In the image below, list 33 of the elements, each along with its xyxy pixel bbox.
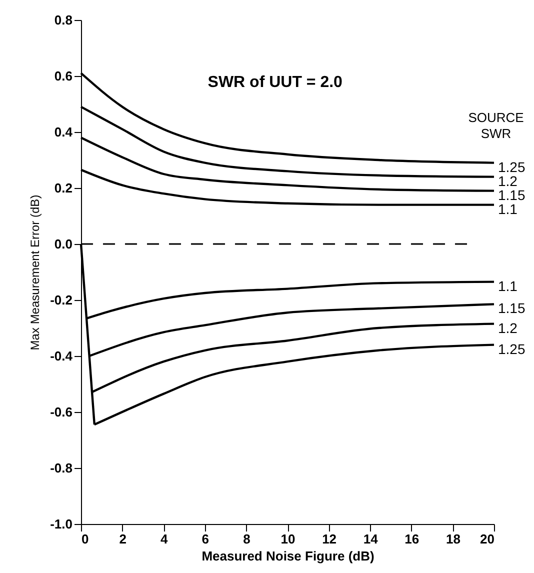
y-tick-label: -0.8 (50, 460, 72, 476)
y-tick-label: 0.0 (54, 236, 72, 252)
series-label: 1.2 (498, 320, 518, 336)
series-label: 1.1 (498, 278, 518, 294)
x-tick-label: 18 (446, 532, 460, 546)
x-tick-label: 12 (322, 532, 337, 546)
x-tick-label: 8 (243, 532, 250, 546)
y-tick-label: 0.6 (54, 68, 72, 84)
y-tick-label: 0.2 (54, 180, 72, 196)
y-tick-label: 0.8 (54, 12, 72, 28)
series-label: 1.15 (498, 300, 526, 316)
x-tick-label: 4 (160, 532, 168, 546)
x-tick-label: 2 (119, 532, 126, 546)
x-tick-label: 0 (82, 532, 89, 546)
series-label: 1.1 (498, 200, 518, 217)
y-axis-title: Max Measurement Error (dB) (28, 194, 42, 350)
y-tick-label: -0.4 (50, 348, 74, 364)
series-label: 1.25 (498, 158, 526, 175)
x-tick-label: 14 (363, 532, 379, 546)
annotation: SWR of UUT = 2.0 (208, 74, 343, 91)
legend-title: SOURCE SWR (468, 110, 524, 141)
x-tick-label: 10 (280, 532, 296, 546)
series-label: 1.2 (498, 172, 518, 189)
x-tick-label: 6 (202, 532, 210, 546)
x-axis-title: Measured Noise Figure (dB) (202, 548, 374, 564)
y-tick-label: -1.0 (50, 516, 72, 532)
y-tick-label: 0.4 (54, 124, 74, 140)
x-tick-label: 20 (480, 532, 494, 546)
y-tick-label: -0.2 (50, 292, 72, 308)
y-tick-label: -0.6 (50, 404, 72, 420)
series-label: 1.15 (498, 186, 526, 203)
series-label: 1.25 (498, 340, 526, 357)
x-tick-label: 16 (404, 532, 420, 546)
